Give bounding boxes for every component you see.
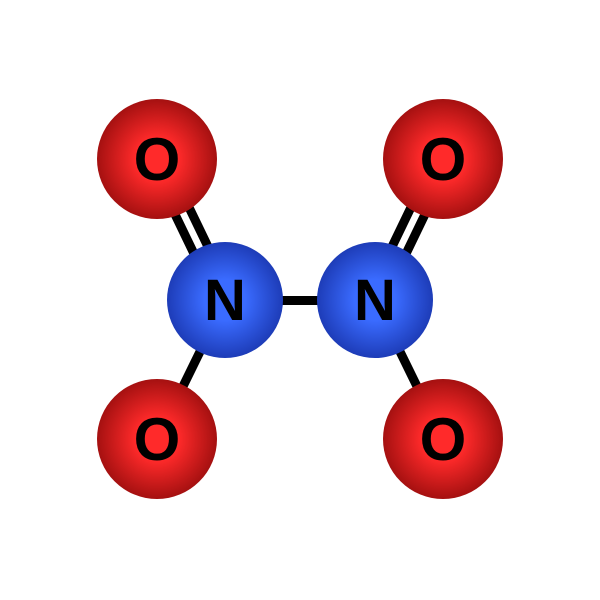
atom-label: O [420,405,467,474]
atom-label: O [134,405,181,474]
atom-o: O [383,99,503,219]
molecule-diagram: O O O O N N [0,0,600,600]
atom-n: N [317,242,433,358]
atom-o: O [97,379,217,499]
atom-n: N [167,242,283,358]
atom-label: N [354,267,396,334]
atom-o: O [383,379,503,499]
atom-label: O [134,125,181,194]
atom-label: O [420,125,467,194]
atom-o: O [97,99,217,219]
atom-label: N [204,267,246,334]
